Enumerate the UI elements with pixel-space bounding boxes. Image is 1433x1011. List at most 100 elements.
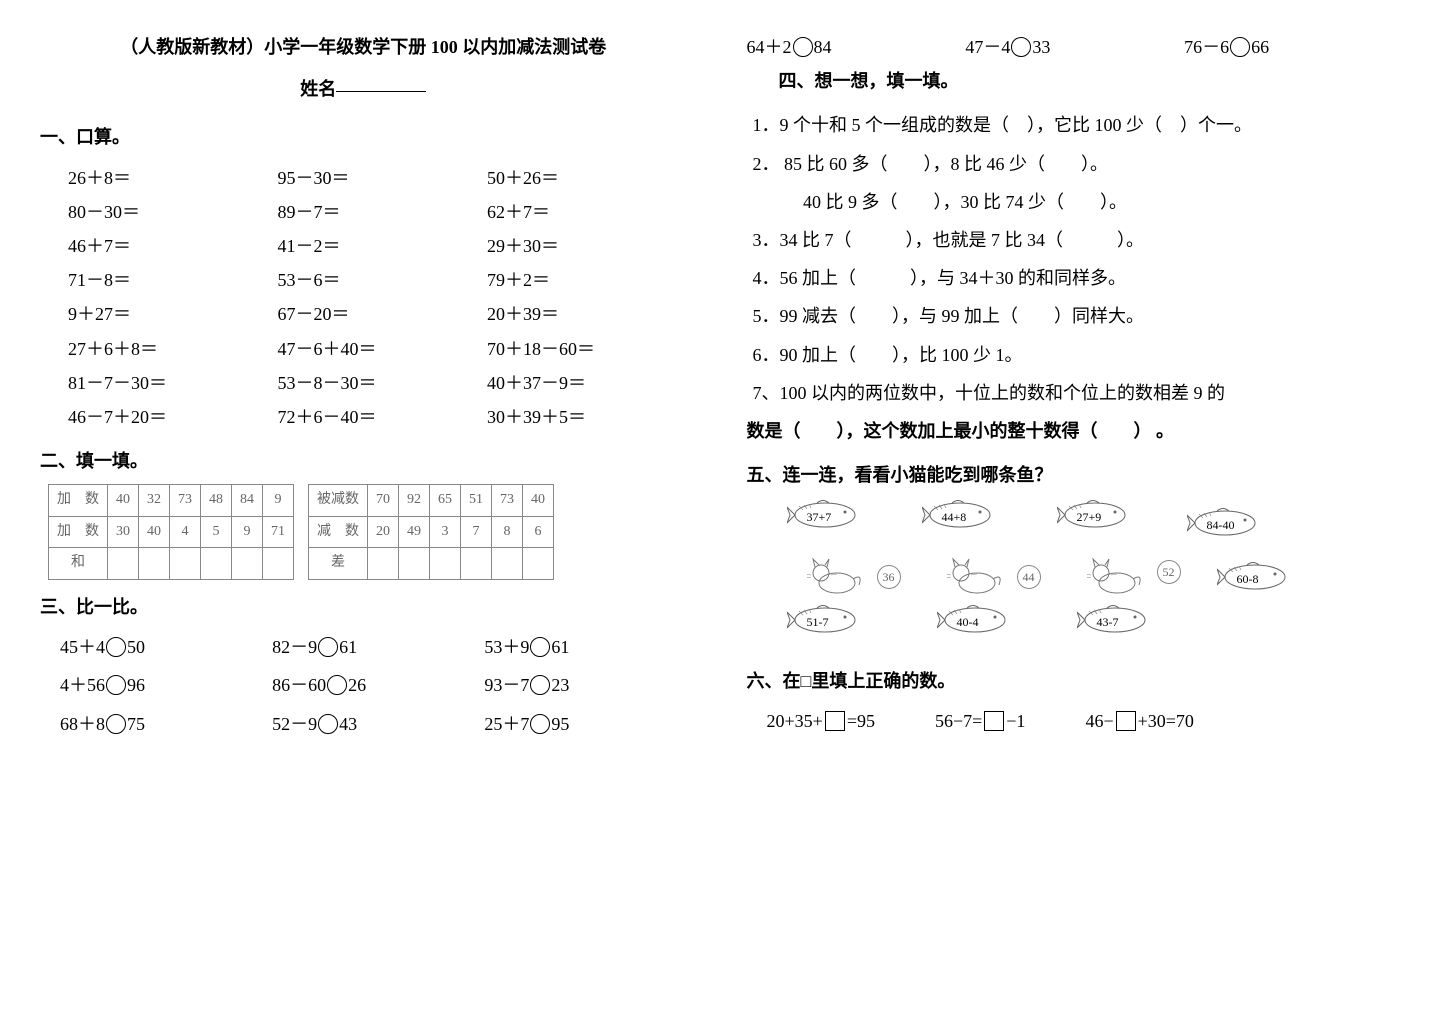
cell: 70 (368, 485, 399, 517)
rhs: 61 (339, 637, 357, 657)
page-title: （人教版新教材）小学一年级数学下册 100 以内加减法测试卷 (40, 30, 687, 64)
lhs: 20+35+ (767, 711, 823, 731)
cell (368, 548, 399, 580)
cell: 5 (201, 516, 232, 548)
lhs: 47－4 (965, 37, 1010, 57)
cell (492, 548, 523, 580)
circle-blank-icon (530, 675, 550, 695)
q1-item: 47－6＋40＝ (278, 332, 478, 366)
circle-blank-icon (530, 714, 550, 734)
sec1-head: 一、口算。 (40, 120, 687, 154)
q1-item: 95－30＝ (278, 161, 478, 195)
circle-blank-icon (1011, 37, 1031, 57)
rhs: 61 (551, 637, 569, 657)
fish-icon: 40-4 (937, 605, 1017, 635)
rhs: 96 (127, 675, 145, 695)
compare-item: 82－9 61 (272, 630, 474, 664)
fish-label: 84-40 (1207, 514, 1235, 537)
sec4-head: 四、想一想，填一填。 (747, 64, 1394, 98)
rhs: 75 (127, 714, 145, 734)
cell (430, 548, 461, 580)
table-row: 加 数 30 40 4 5 9 71 (49, 516, 294, 548)
compare-item: 45＋450 (60, 630, 262, 664)
fish-label: 43-7 (1097, 611, 1119, 634)
cell (170, 548, 201, 580)
circle-blank-icon (106, 675, 126, 695)
name-line: 姓名 (40, 72, 687, 106)
table-row: 加 数 40 32 73 48 84 9 (49, 485, 294, 517)
lhs: 25＋7 (484, 714, 529, 734)
square-blank-icon (984, 711, 1004, 731)
name-underline (336, 91, 426, 92)
lhs: 68＋8 (60, 714, 105, 734)
cell (232, 548, 263, 580)
sec4-item: 6．90 加上（ ），比 100 少 1。 (753, 338, 1394, 372)
q1-item: 53－8－30＝ (278, 366, 478, 400)
fish-icon: 27+9 (1057, 500, 1137, 530)
rhs: 23 (551, 675, 569, 695)
q1-item: 9＋27＝ (68, 297, 268, 331)
sec1-grid: 26＋8＝ 95－30＝ 50＋26＝ 80－30＝ 89－7＝ 62＋7＝ 4… (40, 161, 687, 435)
cat-icon (1087, 555, 1143, 595)
q1-item: 40＋37－9＝ (487, 366, 687, 400)
number-circle: 36 (877, 565, 901, 589)
fish-label: 37+7 (807, 506, 832, 529)
square-blank-icon (825, 711, 845, 731)
cell: 8 (492, 516, 523, 548)
lhs: 56−7= (935, 711, 982, 731)
cell: 加 数 (49, 485, 108, 517)
compare-item: 68＋8 75 (60, 707, 262, 741)
square-blank-icon (1116, 711, 1136, 731)
q1-item: 81－7－30＝ (68, 366, 268, 400)
q1-item: 72＋6－40＝ (278, 400, 478, 434)
q1-item: 79＋2＝ (487, 263, 687, 297)
q1-item: 46－7＋20＝ (68, 400, 268, 434)
cell (461, 548, 492, 580)
cell: 30 (108, 516, 139, 548)
sec5-head: 五、连一连，看看小猫能吃到哪条鱼？ (747, 458, 1394, 492)
sec3-head: 三、比一比。 (40, 590, 687, 624)
table-row: 和 (49, 548, 294, 580)
lhs: 86－60 (272, 675, 326, 695)
cell (399, 548, 430, 580)
cell: 73 (170, 485, 201, 517)
q1-item: 62＋7＝ (487, 195, 687, 229)
cell: 84 (232, 485, 263, 517)
fish-label: 60-8 (1237, 568, 1259, 591)
sec6-row: 20+35+=95 56−7=−1 46−+30=70 (747, 704, 1394, 738)
cell: 20 (368, 516, 399, 548)
fish-label: 40-4 (957, 611, 979, 634)
compare-item: 93－7 23 (484, 668, 686, 702)
table-row: 被减数 70 92 65 51 73 40 (309, 485, 554, 517)
rhs: =95 (847, 711, 875, 731)
lhs: 93－7 (484, 675, 529, 695)
cat-icon (947, 555, 1003, 595)
cell: 40 (523, 485, 554, 517)
lhs: 82－9 (272, 637, 317, 657)
sec6-item: 20+35+ =95 (767, 704, 875, 738)
lhs: 46− (1085, 711, 1113, 731)
q1-item: 50＋26＝ (487, 161, 687, 195)
circle-blank-icon (530, 637, 550, 657)
sec6-head: 六、在□里填上正确的数。 (747, 664, 1394, 698)
table-row: 差 (309, 548, 554, 580)
compare-item: 4＋5696 (60, 668, 262, 702)
cell: 32 (139, 485, 170, 517)
sec4-item: 5．99 减去（ ），与 99 加上（ ）同样大。 (753, 299, 1394, 333)
rhs: 66 (1251, 37, 1269, 57)
fish-icon: 60-8 (1217, 562, 1297, 592)
compare-item: 86－6026 (272, 668, 474, 702)
cell: 3 (430, 516, 461, 548)
q1-item: 80－30＝ (68, 195, 268, 229)
fish-icon: 37+7 (787, 500, 867, 530)
sec4-item: 4．56 加上（ ），与 34＋30 的和同样多。 (753, 261, 1394, 295)
cell: 49 (399, 516, 430, 548)
circle-blank-icon (106, 637, 126, 657)
compare-item: 25＋795 (484, 707, 686, 741)
q1-item: 20＋39＝ (487, 297, 687, 331)
cell: 65 (430, 485, 461, 517)
cell: 71 (263, 516, 294, 548)
lhs: 52－9 (272, 714, 317, 734)
cell: 6 (523, 516, 554, 548)
cell (201, 548, 232, 580)
